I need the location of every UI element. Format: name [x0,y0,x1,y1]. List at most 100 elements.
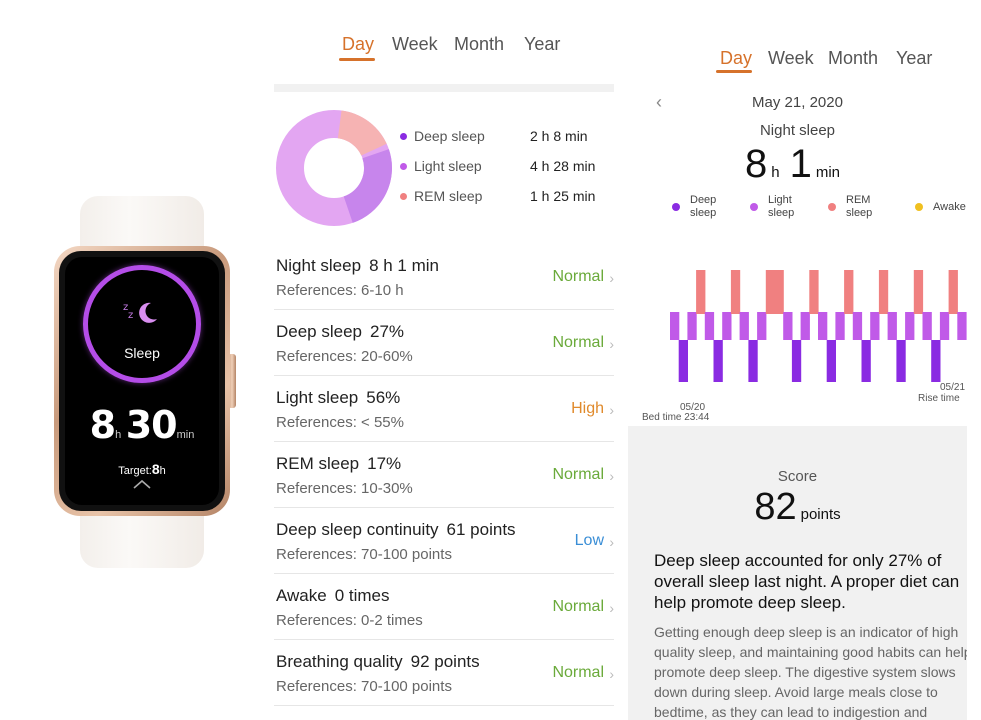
metric-row-rem-sleep[interactable]: REM sleep 17% References: 10-30% Normal › [274,442,614,508]
legend-item-light: Light sleep 4 h 28 min [398,156,614,186]
hypnogram-block-rem [730,270,741,314]
sleep-score-card: Score 82 points Deep sleep accounted for … [628,426,967,720]
tab-month[interactable]: Month [454,34,505,54]
metric-reference: References: 20-60% [276,348,413,365]
metric-row-light-sleep[interactable]: Light sleep 56% References: < 55% High › [274,376,614,442]
legend-name: Light sleep [414,158,482,174]
night-sleep-detail-panel: Day Week Month Year ‹ May 21, 2020 Night… [628,0,967,720]
chevron-left-icon[interactable]: ‹ [656,92,662,112]
metric-title: Night sleep [276,256,362,275]
metric-reference: References: 70-100 points [276,546,452,563]
rise-date: 05/21 [940,382,965,393]
hypnogram-block-light [757,312,767,340]
metric-row-deep-sleep-continuity[interactable]: Deep sleep continuity 61 points Reference… [274,508,614,574]
donut-segment-deep [342,149,392,223]
watch-case: z z Sleep 8h 30min Target:8h [54,246,230,516]
tab-year[interactable]: Year [524,34,561,54]
sleep-advice-detail: Getting enough deep sleep is an indicato… [654,624,967,720]
metric-title: Light sleep [276,388,359,407]
legend-deep-sleep: Deep sleep [672,194,717,220]
hypnogram-block-rem [913,270,924,314]
metric-row-deep-sleep[interactable]: Deep sleep 27% References: 20-60% Normal … [274,310,614,376]
hypnogram-block-light [818,312,828,340]
sleep-composition-legend: Deep sleep 2 h 8 min Light sleep 4 h 28 … [398,126,614,216]
hypnogram-block-deep [826,340,836,382]
chevron-right-icon: › [609,534,614,550]
night-sleep-hours: 8 [744,142,768,186]
tab-day[interactable]: Day [720,48,753,68]
tab-day[interactable]: Day [342,34,375,54]
hypnogram-block-light [783,312,793,340]
chevron-right-icon: › [609,666,614,682]
score-value-row: 82 points [628,486,967,529]
deep-sleep-dot-icon [672,203,680,211]
hypnogram-block-deep [861,340,871,382]
watch-target: Target:8h [65,461,219,477]
smartwatch: z z Sleep 8h 30min Target:8h [52,196,238,568]
watch-strap-bottom [80,506,204,568]
sleep-stage-legend: Deep sleep Light sleep REM sleep Awake [628,194,967,224]
metric-reference: References: 6-10 h [276,282,404,299]
donut-segment-rem [337,110,387,157]
chevron-up-icon [133,479,151,489]
rem-sleep-dot-icon [828,203,836,211]
hypnogram-block-light [835,312,845,340]
hypnogram-block-light [887,312,897,340]
legend-value: 4 h 28 min [530,158,596,174]
metric-status: Low [574,532,604,549]
tab-month[interactable]: Month [828,48,879,68]
legend-value: 1 h 25 min [530,188,596,204]
watch-minutes: 30 [125,403,178,447]
metric-row-breathing-quality[interactable]: Breathing quality 92 points References: 7… [274,640,614,706]
legend-line-2: sleep [768,207,795,219]
legend-line-2: sleep [690,207,717,219]
hypnogram-block-deep [678,340,688,382]
awake-dot-icon [915,203,923,211]
tab-week[interactable]: Week [392,34,438,54]
hypnogram-block-deep [748,340,758,382]
metric-title: Deep sleep continuity [276,520,439,539]
score-unit: points [800,506,841,523]
watch-target-label: Target: [118,465,152,477]
metric-value: 0 times [334,586,390,605]
score-value: 82 [754,486,797,528]
svg-text:z: z [128,310,133,321]
metric-row-awake[interactable]: Awake 0 times References: 0-2 times Norma… [274,574,614,640]
hypnogram-block-deep [931,340,941,382]
metric-row-night-sleep[interactable]: Night sleep 8 h 1 min References: 6-10 h … [274,244,614,310]
metric-reference: References: < 55% [276,414,404,431]
legend-line-1: Light [768,194,792,206]
active-tab-indicator [339,58,375,61]
hours-unit: h [771,164,780,181]
deep-sleep-dot-icon [400,133,407,140]
chevron-right-icon: › [609,402,614,418]
hypnogram-block-light [870,312,880,340]
metric-reference: References: 70-100 points [276,678,452,695]
tab-week[interactable]: Week [768,48,814,68]
hypnogram-block-light [687,312,697,340]
chevron-right-icon: › [609,270,614,286]
legend-name: Deep sleep [414,128,485,144]
night-sleep-duration: 8 h 1 min [628,142,967,187]
legend-name: REM sleep [414,188,483,204]
hypnogram-block-rem [878,270,889,314]
legend-light-sleep: Light sleep [750,194,795,220]
legend-item-deep: Deep sleep 2 h 8 min [398,126,614,156]
metric-status: Normal [552,598,604,615]
bed-time: Bed time 23:44 [642,412,710,422]
sleep-summary-panel: Day Week Month Year Deep sleep 2 h 8 min… [274,0,614,720]
period-tabs: Day Week Month Year [628,44,967,80]
metric-title: Awake [276,586,327,605]
hypnogram-block-rem [844,270,854,314]
date-navigator: ‹ May 21, 2020 [628,92,967,114]
rem-sleep-dot-icon [400,193,407,200]
metric-title: Breathing quality [276,652,403,671]
light-sleep-dot-icon [400,163,407,170]
chevron-right-icon: › [609,336,614,352]
watch-hours: 8 [89,403,116,447]
hypnogram-block-light [670,312,680,340]
metric-value: 56% [366,388,401,407]
section-divider [274,84,614,92]
tab-year[interactable]: Year [896,48,933,68]
bed-date: 05/20 [680,402,705,413]
